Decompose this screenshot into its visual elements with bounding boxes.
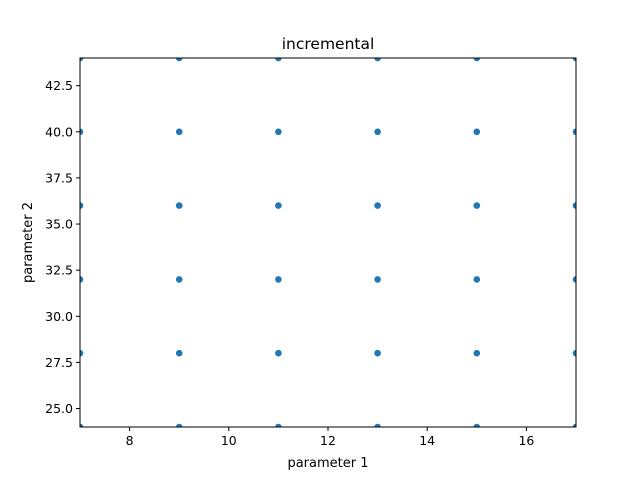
data-point xyxy=(175,423,183,427)
x-tick-label: 12 xyxy=(320,433,336,448)
points-layer xyxy=(80,58,576,427)
data-point xyxy=(473,349,481,357)
data-point xyxy=(80,58,84,62)
data-point xyxy=(175,276,183,283)
data-point xyxy=(175,349,183,357)
data-point xyxy=(572,276,576,283)
y-tick-label: 35.0 xyxy=(45,217,73,232)
data-point xyxy=(473,276,481,283)
data-point xyxy=(374,202,381,209)
data-point xyxy=(572,58,576,62)
y-tick-label: 37.5 xyxy=(45,170,73,185)
y-axis-ticks: 25.0 27.5 30.0 32.5 35.0 37.5 40.0 42.5 xyxy=(45,78,80,416)
data-point xyxy=(572,202,576,209)
data-point xyxy=(473,202,481,209)
y-tick-label: 32.5 xyxy=(45,263,73,278)
y-tick-label: 40.0 xyxy=(45,124,73,139)
data-point xyxy=(473,423,481,427)
data-point xyxy=(473,58,481,62)
x-tick-label: 14 xyxy=(419,433,435,448)
plot-frame xyxy=(79,57,577,428)
data-point xyxy=(275,276,282,283)
y-axis-label: parameter 2 xyxy=(21,202,36,283)
x-tick-label: 8 xyxy=(126,433,134,448)
data-point xyxy=(275,202,282,209)
data-point xyxy=(80,423,84,427)
data-point xyxy=(374,349,381,357)
x-axis-label: parameter 1 xyxy=(287,456,368,471)
data-point xyxy=(572,128,576,136)
data-point xyxy=(80,202,84,209)
data-point xyxy=(175,128,183,136)
data-point xyxy=(275,423,282,427)
x-tick-label: 16 xyxy=(518,433,534,448)
y-tick-label: 30.0 xyxy=(45,309,73,324)
data-point xyxy=(80,128,84,136)
data-point xyxy=(572,423,576,427)
y-tick-label: 25.0 xyxy=(45,401,73,416)
data-point xyxy=(175,202,183,209)
data-point xyxy=(473,128,481,136)
data-point xyxy=(275,58,282,62)
data-point xyxy=(80,349,84,357)
data-point xyxy=(80,276,84,283)
data-point xyxy=(275,128,282,136)
data-point xyxy=(275,349,282,357)
data-point xyxy=(374,128,381,136)
data-point xyxy=(374,58,381,62)
data-point xyxy=(374,276,381,283)
data-point xyxy=(572,349,576,357)
chart-title: incremental xyxy=(282,35,375,53)
y-tick-label: 42.5 xyxy=(45,78,73,93)
x-tick-label: 10 xyxy=(221,433,237,448)
y-tick-label: 27.5 xyxy=(45,355,73,370)
x-axis-ticks: 8 10 12 14 16 xyxy=(126,427,534,448)
data-point xyxy=(175,58,183,62)
data-point xyxy=(374,423,381,427)
